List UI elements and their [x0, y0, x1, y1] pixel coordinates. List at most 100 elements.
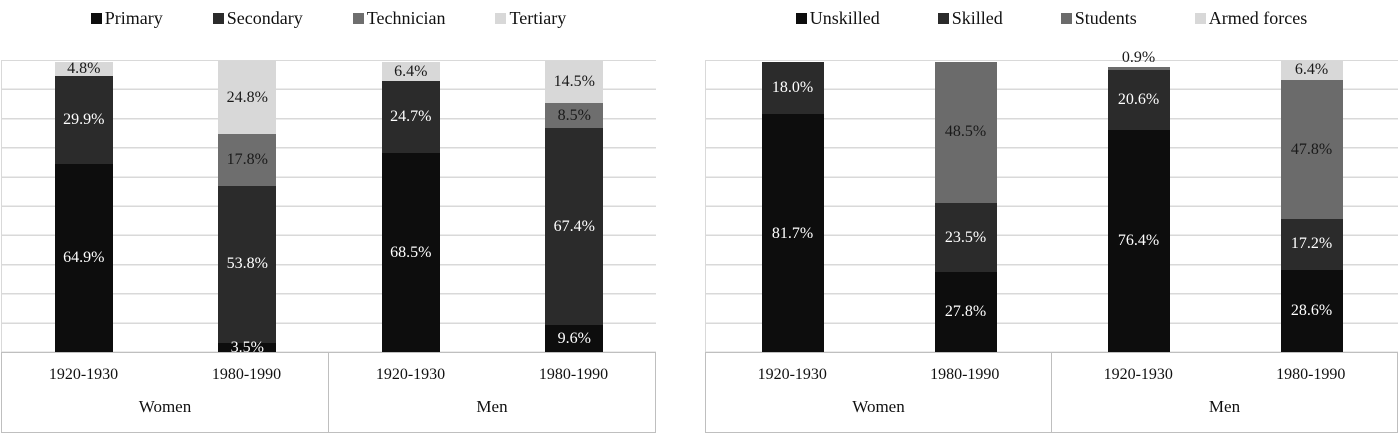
legend-label-students: Students: [1074, 8, 1137, 28]
axis-group-row: Men: [1052, 397, 1397, 432]
segment-value-label: 64.9%: [63, 249, 105, 267]
segment-tertiary: 14.5%: [545, 61, 604, 104]
segment-primary: 9.6%: [545, 324, 604, 353]
segment-secondary: 24.7%: [381, 80, 440, 153]
segment-skilled: 20.6%: [1107, 69, 1170, 130]
plot-area: 18.0% 81.7% 48.5% 23.5% 27.8% 0.9% 20.6% 76.4% 6…: [705, 50, 1398, 353]
segment-value-label: 18.0%: [771, 79, 814, 97]
segment-value-label: 47.8%: [1290, 140, 1333, 158]
segment-value-label: 23.5%: [944, 228, 987, 246]
bar-women-1920-1930: 18.0% 81.7%: [761, 61, 824, 353]
segment-value-label: 20.6%: [1117, 90, 1160, 108]
segment-unskilled: 28.6%: [1280, 269, 1343, 353]
axis-box: 1920-1930 1980-1990 Women 1920-1930 1980-199…: [705, 352, 1398, 433]
legend-item-tertiary: Tertiary: [495, 9, 566, 27]
bar-women-1980-1990: 24.8% 17.8% 53.8% 3.5%: [218, 61, 277, 356]
segment-technician: 17.8%: [218, 133, 277, 186]
axis-period-label: 1920-1930: [375, 366, 446, 383]
legend-label-armed-forces: Armed forces: [1208, 8, 1308, 28]
segment-secondary: 29.9%: [54, 76, 113, 164]
bar-men-1980-1990: 14.5% 8.5% 67.4% 9.6%: [545, 61, 604, 353]
legend-item-armed-forces: Armed forces: [1194, 8, 1308, 28]
segment-value-label: 29.9%: [63, 110, 105, 128]
legend-item-secondary: Secondary: [212, 8, 303, 28]
segment-primary: 3.5%: [218, 338, 277, 356]
segment-value-label: 76.4%: [1117, 232, 1160, 250]
chart-occupation-categories: Unskilled Skilled Students Armed forces 18.…: [705, 0, 1398, 435]
axis-period-label: 1980-1990: [538, 366, 609, 383]
legend-label-technician: Technician: [366, 8, 446, 28]
axis-group-row: Men: [329, 397, 655, 432]
plot-area: 4.8% 29.9% 64.9% 24.8% 17.8% 53.8% 3.5% 6.4% 24.…: [1, 60, 656, 356]
axis-group-label: Men: [476, 397, 508, 416]
legend-swatch-icon-armed-forces: [1194, 12, 1206, 24]
legend-item-unskilled: Unskilled: [795, 8, 880, 28]
segment-value-label: 14.5%: [553, 73, 595, 91]
axis-group-row: Women: [706, 397, 1051, 432]
bar-men-1920-1930: 6.4% 24.7% 68.5%: [381, 62, 440, 353]
segment-primary: 64.9%: [54, 163, 113, 353]
segment-value-label: 53.8%: [226, 255, 268, 273]
segment-value-label: 68.5%: [390, 243, 432, 261]
axis-period-row: 1920-1930 1980-1990: [329, 353, 655, 397]
segment-value-label: 27.8%: [944, 303, 987, 321]
bar-men-1920-1930: 0.9% 20.6% 76.4%: [1107, 50, 1170, 353]
axis-group-label: Women: [138, 397, 192, 416]
legend-item-skilled: Skilled: [937, 8, 1003, 28]
segment-tertiary: 4.8%: [54, 60, 113, 78]
segment-value-label: 9.6%: [557, 329, 591, 347]
axis-period-row: 1920-1930 1980-1990: [706, 353, 1051, 397]
axis-period-label: 1920-1930: [48, 366, 119, 383]
segment-unskilled: 27.8%: [934, 271, 997, 353]
segment-value-label: 4.8%: [67, 60, 101, 78]
segment-value-label: 67.4%: [553, 217, 595, 235]
legend-swatch-icon-tertiary: [495, 12, 507, 24]
segment-students: 48.5%: [934, 61, 997, 204]
legend-label-skilled: Skilled: [951, 8, 1003, 28]
chart-education-levels: Primary Secondary Technician Tertiary 4.8% 2…: [1, 0, 656, 435]
legend-swatch-icon-unskilled: [795, 12, 807, 24]
axis-group-label: Men: [1208, 397, 1241, 416]
segment-skilled: 18.0%: [761, 61, 824, 115]
axis-group-men: 1920-1930 1980-1990 Men: [1051, 353, 1397, 432]
axis-group-women: 1920-1930 1980-1990 Women: [2, 353, 328, 432]
legend-item-technician: Technician: [352, 8, 446, 28]
bar-women-1920-1930: 4.8% 29.9% 64.9%: [54, 60, 113, 353]
legend: Unskilled Skilled Students Armed forces: [705, 5, 1398, 31]
segment-tertiary: 6.4%: [381, 62, 440, 81]
segment-skilled: 17.2%: [1280, 219, 1343, 270]
segment-students: 47.8%: [1280, 79, 1343, 220]
segment-value-label: 3.5%: [230, 338, 264, 356]
legend-label-unskilled: Unskilled: [809, 8, 880, 28]
segment-value-label: 6.4%: [1294, 61, 1329, 79]
axis-period-label: 1980-1990: [1276, 366, 1346, 383]
legend-label-secondary: Secondary: [226, 8, 303, 28]
axis-period-label: 1920-1930: [1103, 366, 1173, 383]
legend-swatch-icon-students: [1060, 12, 1072, 24]
segment-value-label: 24.7%: [390, 107, 432, 125]
legend-item-students: Students: [1060, 8, 1137, 28]
bar-men-1980-1990: 6.4% 47.8% 17.2% 28.6%: [1280, 61, 1343, 353]
segment-unskilled: 81.7%: [761, 114, 824, 353]
axis-group-men: 1920-1930 1980-1990 Men: [328, 353, 655, 432]
segment-tertiary: 24.8%: [218, 61, 277, 134]
bar-women-1980-1990: 48.5% 23.5% 27.8%: [934, 61, 997, 353]
segment-value-label: 17.2%: [1290, 235, 1333, 253]
segment-value-label: 81.7%: [771, 224, 814, 242]
axis-period-label: 1920-1930: [757, 366, 827, 383]
segment-primary: 68.5%: [381, 152, 440, 353]
segment-value-label: 24.8%: [226, 88, 268, 106]
legend-swatch-icon-technician: [352, 12, 364, 24]
axis-period-label: 1980-1990: [211, 366, 282, 383]
segment-armed-forces: 6.4%: [1280, 61, 1343, 80]
axis-group-women: 1920-1930 1980-1990 Women: [706, 353, 1051, 432]
legend-item-primary: Primary: [90, 9, 163, 27]
segment-value-label: 17.8%: [226, 150, 268, 168]
axis-period-label: 1980-1990: [930, 366, 1000, 383]
segment-secondary: 53.8%: [218, 185, 277, 343]
axis-period-row: 1920-1930 1980-1990: [2, 353, 328, 397]
segment-value-label: 28.6%: [1290, 302, 1333, 320]
legend-swatch-icon-primary: [90, 12, 102, 24]
axis-group-label: Women: [852, 397, 905, 416]
